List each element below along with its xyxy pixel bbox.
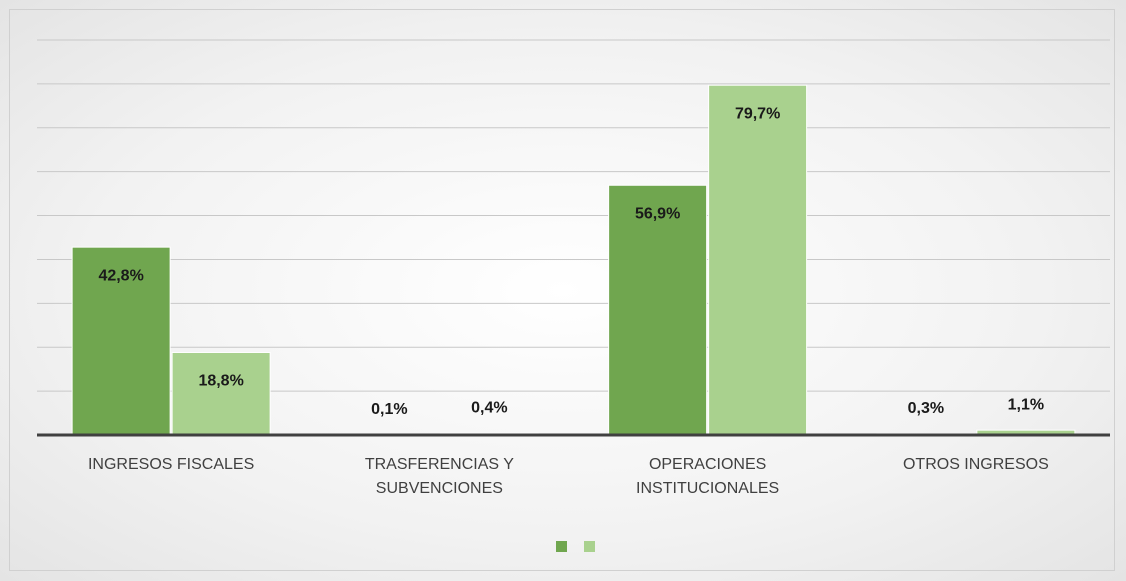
data-label: 0,3% [908,400,944,417]
data-label: 0,4% [471,399,507,416]
data-label: 1,1% [1008,396,1044,413]
data-label: 79,7% [735,105,780,122]
x-tick-label: INGRESOS FISCALES [87,456,255,473]
bar [171,351,271,436]
bar [71,246,171,436]
x-tick-label: TRASFERENCIAS Y SUBVENCIONES [364,456,514,497]
data-label: 42,8% [98,267,143,284]
x-tick-label: OPERACIONES INSTITUCIONALES [636,456,780,497]
x-tick-label: OTROS INGRESOS [902,456,1049,473]
legend-swatch [556,541,567,552]
data-label: 56,9% [635,205,680,222]
data-label: 0,1% [371,401,407,418]
legend-swatch [584,541,595,552]
chart-frame [9,9,1115,571]
bar [708,84,808,436]
bar [608,184,708,436]
data-label: 18,8% [198,373,243,390]
